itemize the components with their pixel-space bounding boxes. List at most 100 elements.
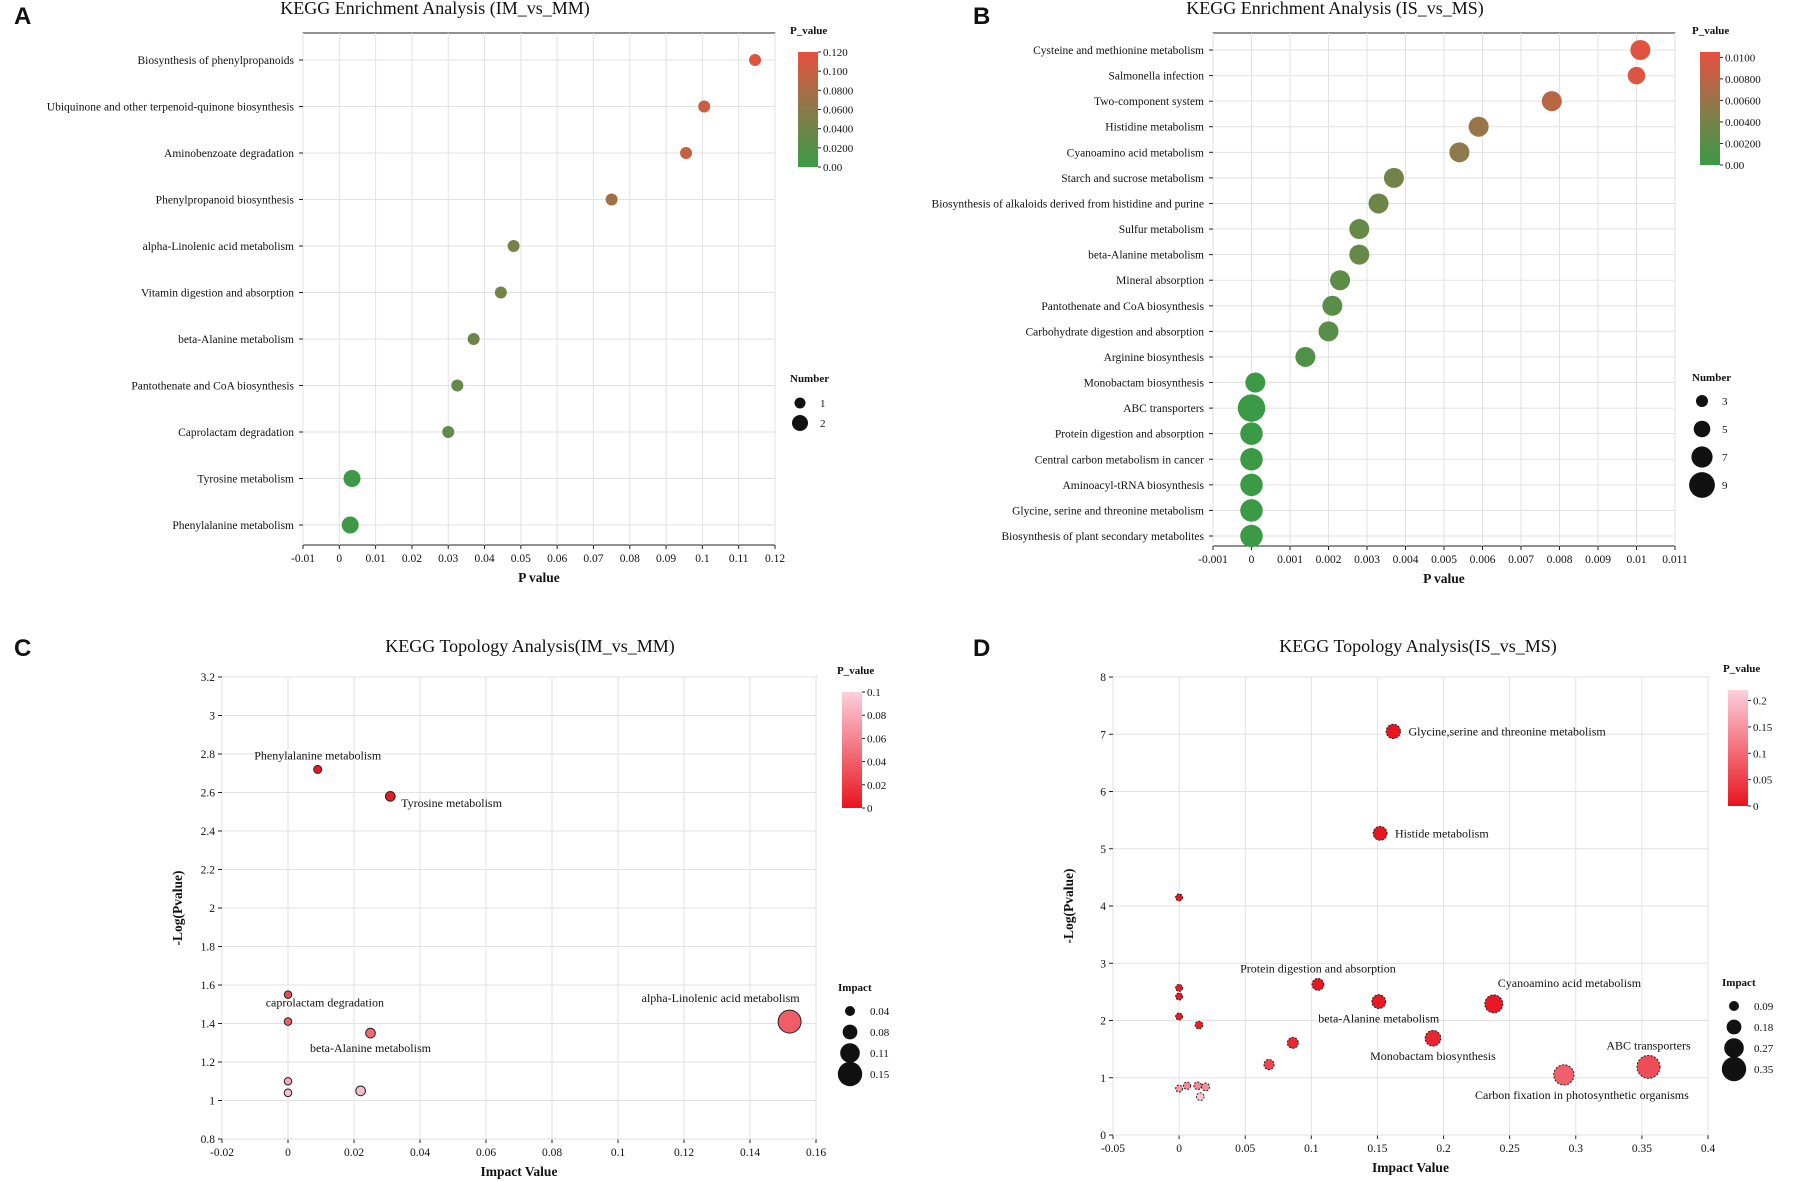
y-tick-label: 5 (1100, 844, 1106, 856)
category-label: Two-component system (1094, 96, 1204, 108)
data-point (1240, 473, 1263, 497)
chart-title: KEGG Enrichment Analysis (IS_vs_MS) (1186, 0, 1483, 19)
point-annotation: Monobactam biosynthesis (1370, 1049, 1496, 1063)
x-tick-label: 0.003 (1354, 554, 1380, 566)
category-label: Pantothenate and CoA biosynthesis (1041, 301, 1204, 313)
panel-c: C KEGG Topology Analysis(IM_vs_MM) -0.02 0 0… (14, 635, 890, 1179)
data-point (1195, 1092, 1205, 1102)
x-axis-title: Impact Value (1372, 1160, 1449, 1175)
x-tick-label: 0 (336, 553, 342, 565)
x-tick-label: 0.009 (1585, 554, 1611, 566)
size-legend-marker (1724, 1038, 1744, 1058)
category-label: beta-Alanine metabolism (1088, 250, 1204, 262)
category-label: Phenylalanine metabolism (172, 520, 294, 532)
x-tick-label: 0.2 (1436, 1143, 1451, 1155)
data-point (283, 1017, 293, 1026)
x-tick-label: 0.008 (1547, 554, 1573, 566)
data-point (1175, 992, 1184, 1001)
size-legend-marker (792, 415, 808, 431)
point-annotation: alpha-Linolenic acid metabolism (642, 991, 801, 1005)
size-legend-marker (1721, 1056, 1747, 1082)
color-legend-label: 0.04 (867, 757, 887, 769)
size-legend-title: Impact (838, 982, 872, 994)
size-legend-label: 0.09 (1754, 1001, 1774, 1013)
x-axis-title: Impact Value (481, 1164, 558, 1179)
point-annotation: Protein digestion and absorption (1240, 962, 1396, 976)
data-point (1322, 295, 1343, 316)
size-legend-marker (837, 1061, 863, 1087)
x-tick-label: 0.12 (765, 553, 785, 565)
size-legend-marker (1696, 395, 1708, 407)
x-tick-label: -0.05 (1101, 1143, 1125, 1155)
x-tick-label: 0.02 (402, 553, 422, 565)
size-legend-marker (1693, 420, 1711, 438)
color-legend-label: 0.2 (1753, 696, 1767, 708)
color-legend-label: 0.08 (867, 710, 887, 722)
x-tick-label: 0.011 (1662, 554, 1688, 566)
color-legend-title: P_value (1692, 25, 1729, 37)
color-legend-label: 0.00200 (1725, 138, 1761, 150)
color-legend-title: P_value (790, 25, 827, 37)
data-point (1372, 825, 1388, 841)
x-tick-label: -0.01 (291, 553, 315, 565)
data-point (1175, 893, 1184, 902)
category-label: Phenylpropanoid biosynthesis (156, 195, 295, 207)
x-axis-title: P value (518, 570, 560, 585)
category-label: beta-Alanine metabolism (178, 334, 294, 346)
data-point (494, 286, 507, 299)
data-point (1627, 66, 1646, 85)
y-tick-label: 3.2 (201, 672, 216, 684)
data-point (1295, 346, 1316, 367)
data-point (1175, 983, 1184, 992)
size-legend-label: 0.27 (1754, 1043, 1774, 1055)
data-point (1175, 1012, 1184, 1021)
data-point (1201, 1082, 1211, 1092)
panel-a: A KEGG Enrichment Analysis (IM_vs_MM) -0.0… (14, 0, 854, 585)
data-point (1424, 1029, 1442, 1047)
color-legend-label: 0.0600 (823, 105, 854, 117)
data-point (1385, 723, 1401, 740)
data-point (698, 100, 711, 113)
color-legend-label: 0 (1753, 801, 1759, 813)
x-tick-label: 0 (285, 1147, 291, 1159)
data-point (1318, 321, 1339, 342)
color-legend-label: 0.0800 (823, 85, 854, 97)
panel-d: D KEGG Topology Analysis(IS_vs_MS)-0.05 0 0… (973, 635, 1774, 1175)
x-tick-label: 0.05 (511, 553, 531, 565)
x-tick-label: 0.05 (1235, 1143, 1255, 1155)
data-point (1449, 142, 1470, 163)
x-tick-label: 0.1 (1304, 1143, 1319, 1155)
data-point (1349, 244, 1370, 265)
y-tick-label: 1 (209, 1096, 215, 1108)
color-legend-label: 0.00600 (1725, 95, 1761, 107)
panel-b: B KEGG Enrichment Analysis (IS_vs_MS) -0.0… (932, 0, 1762, 586)
data-point (343, 470, 361, 487)
size-legend-label: 0.11 (870, 1048, 889, 1060)
category-label: Vitamin digestion and absorption (141, 288, 294, 300)
category-label: Cysteine and methionine metabolism (1033, 45, 1204, 57)
size-legend-label: 9 (1722, 480, 1728, 492)
data-point (1330, 270, 1351, 291)
size-legend-label: 0.08 (870, 1027, 890, 1039)
point-annotation: Phenylalanine metabolism (254, 748, 382, 762)
category-label: Sulfur metabolism (1119, 224, 1204, 236)
data-point (313, 764, 323, 774)
category-label: Aminoacyl-tRNA biosynthesis (1062, 480, 1204, 492)
data-point (283, 1076, 293, 1086)
panel-letter: C (14, 635, 31, 662)
size-legend-title: Impact (1722, 977, 1756, 989)
size-legend-label: 5 (1722, 424, 1728, 436)
data-point (1194, 1020, 1204, 1030)
data-point (749, 54, 762, 66)
y-tick-label: 2 (209, 903, 215, 915)
color-legend-label: 0.06 (867, 733, 887, 745)
x-tick-label: 0.25 (1500, 1143, 1520, 1155)
x-tick-label: 0.08 (542, 1147, 562, 1159)
y-axis-title: -Log(Pvalue) (170, 871, 185, 946)
size-legend-title: Number (1692, 372, 1731, 384)
x-tick-label: 0 (1176, 1143, 1182, 1155)
x-tick-label: 0.06 (476, 1147, 496, 1159)
y-tick-label: 1.2 (201, 1057, 216, 1069)
data-point (1349, 219, 1370, 240)
